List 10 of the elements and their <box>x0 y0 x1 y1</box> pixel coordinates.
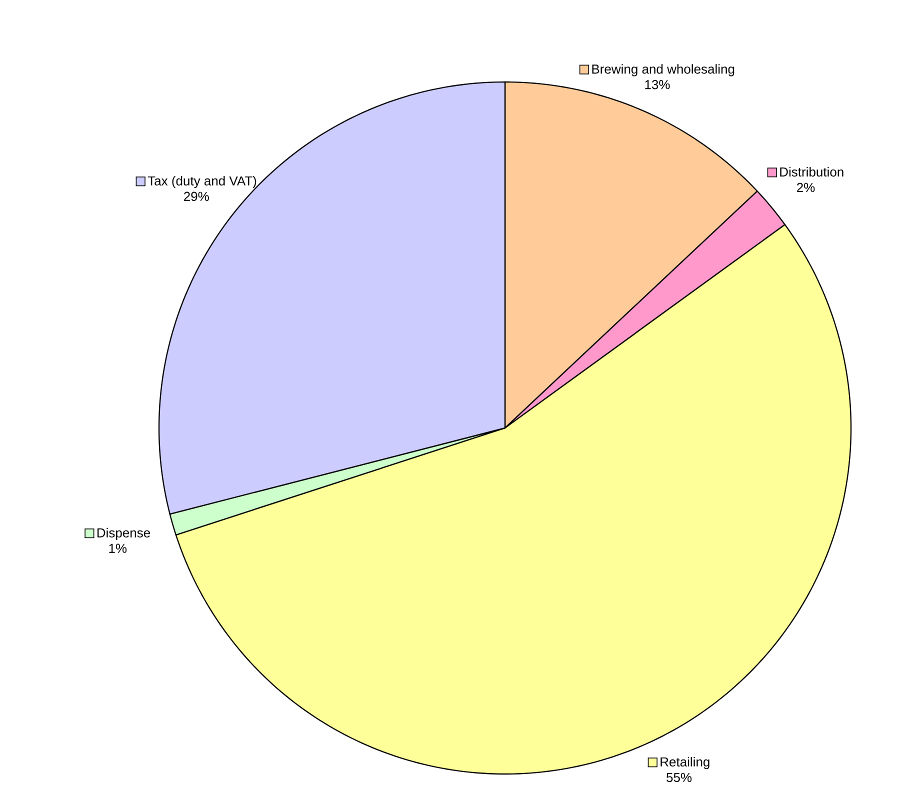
legend-label: Dispense <box>97 528 150 540</box>
legend-label: Retailing <box>660 756 710 770</box>
data-label: 1% <box>109 544 127 553</box>
data-label: 2% <box>797 182 815 192</box>
data-label: 13% <box>645 80 670 90</box>
data-label: 55% <box>666 772 692 782</box>
legend-label: Distribution <box>780 167 844 177</box>
legend-label: Tax (duty and VAT) <box>148 176 256 188</box>
legend-label: Brewing and wholesaling <box>592 64 734 76</box>
data-label: 29% <box>184 192 209 202</box>
